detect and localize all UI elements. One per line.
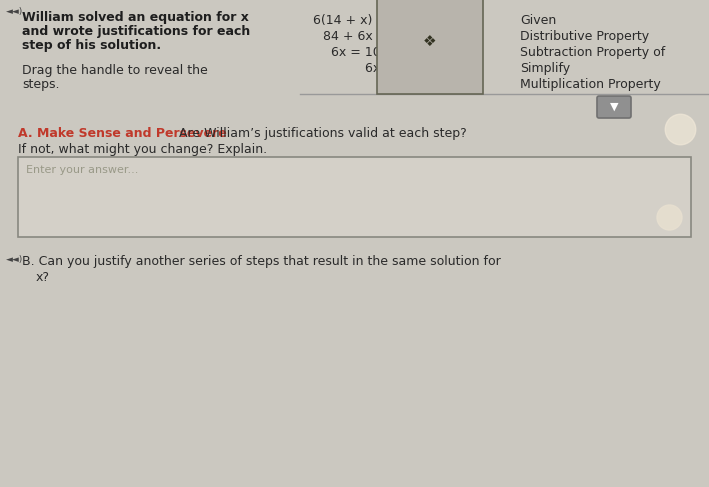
FancyBboxPatch shape xyxy=(18,157,691,237)
Text: A. Make Sense and Persevere: A. Make Sense and Persevere xyxy=(18,127,227,140)
Text: If not, what might you change? Explain.: If not, what might you change? Explain. xyxy=(18,143,267,156)
Text: B. Can you justify another series of steps that result in the same solution for: B. Can you justify another series of ste… xyxy=(22,255,501,268)
Text: William solved an equation for x: William solved an equation for x xyxy=(22,11,249,24)
Text: ▼: ▼ xyxy=(610,102,618,112)
Text: steps.: steps. xyxy=(22,78,60,91)
Text: 6x = 24: 6x = 24 xyxy=(365,62,415,75)
Text: Subtraction Property of: Subtraction Property of xyxy=(520,46,665,59)
Text: step of his solution.: step of his solution. xyxy=(22,39,161,52)
Text: ◄◄): ◄◄) xyxy=(6,7,23,16)
Text: ❖: ❖ xyxy=(423,34,437,49)
Text: Are William’s justifications valid at each step?: Are William’s justifications valid at ea… xyxy=(175,127,467,140)
Text: and wrote justifications for each: and wrote justifications for each xyxy=(22,25,250,38)
Text: Given: Given xyxy=(520,14,557,27)
Text: x?: x? xyxy=(36,271,50,284)
Text: x = 4: x = 4 xyxy=(381,78,415,91)
Text: 6(14 + x) = 108: 6(14 + x) = 108 xyxy=(313,14,415,27)
Text: ◄◄): ◄◄) xyxy=(6,255,23,264)
Text: 84 + 6x = 108: 84 + 6x = 108 xyxy=(323,30,415,43)
Text: Simplify: Simplify xyxy=(520,62,570,75)
Text: Drag the handle to reveal the: Drag the handle to reveal the xyxy=(22,64,208,77)
FancyBboxPatch shape xyxy=(597,96,631,118)
Text: Enter your answer...: Enter your answer... xyxy=(26,165,138,175)
Text: Multiplication Property: Multiplication Property xyxy=(520,78,661,91)
Text: 6x = 108 –84: 6x = 108 –84 xyxy=(331,46,415,59)
Text: Distributive Property: Distributive Property xyxy=(520,30,649,43)
